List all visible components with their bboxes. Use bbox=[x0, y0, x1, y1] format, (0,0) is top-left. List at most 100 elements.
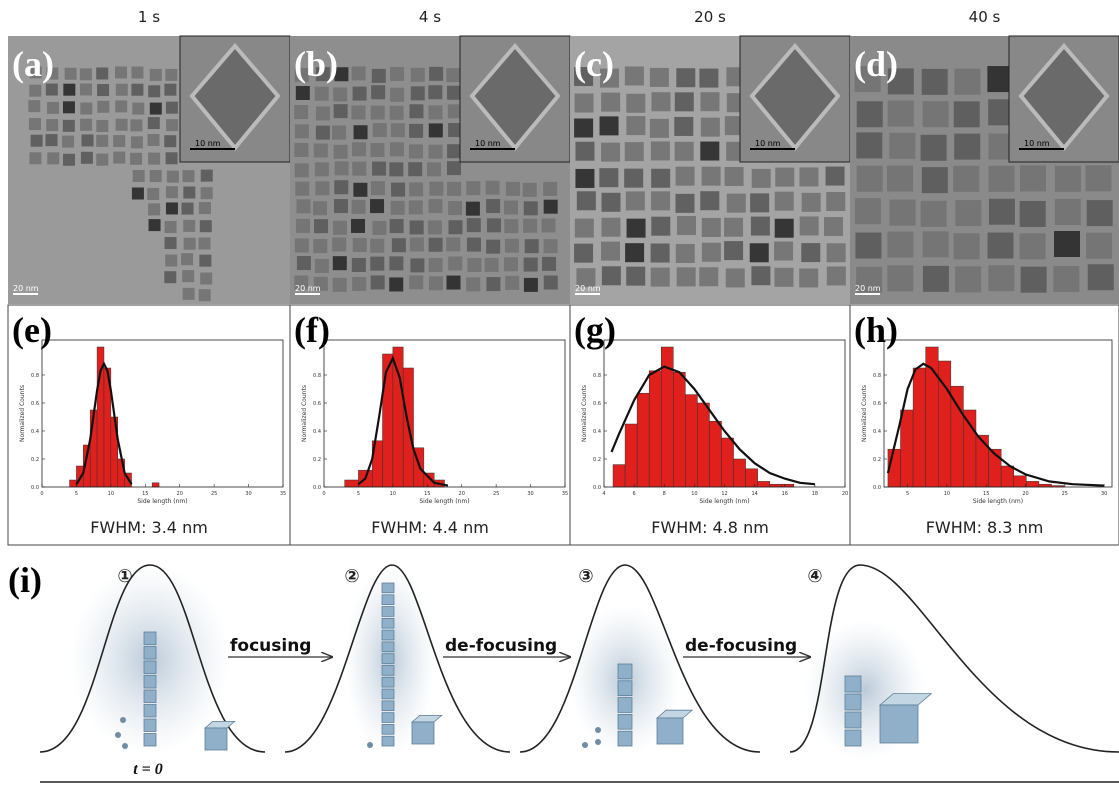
cube-face bbox=[411, 721, 435, 745]
nanocube bbox=[887, 265, 914, 292]
nanocube bbox=[181, 253, 194, 266]
nanocube bbox=[80, 118, 93, 131]
nanocube bbox=[724, 166, 744, 186]
nanocube bbox=[130, 152, 143, 165]
nanocube bbox=[574, 67, 594, 87]
nanocube bbox=[428, 237, 443, 252]
nanocube bbox=[576, 191, 596, 211]
nanocube bbox=[183, 219, 196, 232]
nanocube bbox=[410, 86, 425, 101]
bar bbox=[1013, 475, 1027, 488]
x-tick-label: 25 bbox=[211, 491, 217, 497]
nanocube bbox=[699, 68, 719, 88]
nanocube bbox=[351, 199, 366, 214]
nanocube bbox=[351, 66, 366, 81]
nanocube bbox=[625, 191, 645, 211]
nanocube bbox=[409, 275, 424, 290]
nanocube bbox=[198, 237, 211, 250]
nanocube bbox=[701, 217, 721, 237]
x-tick-label: 8 bbox=[663, 491, 666, 497]
nanocube bbox=[955, 200, 982, 227]
x-axis-label: Side length (nm) bbox=[699, 498, 749, 505]
nanocube bbox=[131, 83, 144, 96]
nanocube bbox=[429, 66, 444, 81]
nanocube bbox=[1054, 198, 1081, 225]
nanocube bbox=[313, 201, 328, 216]
nanocube bbox=[131, 66, 144, 79]
nanocube bbox=[651, 216, 671, 236]
nanocube bbox=[371, 68, 386, 83]
nanocube bbox=[448, 201, 463, 216]
nanocube bbox=[30, 134, 43, 147]
nanocube bbox=[446, 161, 461, 176]
nanocube bbox=[448, 123, 463, 138]
nanocube bbox=[148, 219, 161, 232]
nanocube bbox=[410, 67, 425, 82]
nanocube bbox=[97, 100, 110, 113]
nanocube bbox=[774, 191, 794, 211]
bar bbox=[392, 346, 404, 488]
scale-label: 20 nm bbox=[295, 284, 321, 293]
nanocube bbox=[183, 237, 196, 250]
nanocube bbox=[200, 169, 213, 182]
nanocube bbox=[953, 233, 980, 260]
nanocube bbox=[485, 180, 500, 195]
nanocube bbox=[165, 101, 178, 114]
nanocube bbox=[600, 68, 620, 88]
fit-curve bbox=[75, 361, 133, 485]
nanocube bbox=[428, 144, 443, 159]
nanocube bbox=[751, 266, 771, 286]
nanocube bbox=[543, 199, 558, 214]
y-tick-label: 0.6 bbox=[873, 401, 881, 407]
bar bbox=[769, 483, 782, 488]
nanocube bbox=[599, 168, 619, 188]
x-tick-label: 14 bbox=[751, 491, 757, 497]
nanocube bbox=[96, 153, 109, 166]
bar bbox=[382, 353, 394, 488]
nanocube bbox=[296, 199, 311, 214]
x-tick-label: 0 bbox=[40, 491, 43, 497]
nanocube bbox=[987, 232, 1014, 259]
time-label: 1 s bbox=[138, 8, 160, 26]
nanocube bbox=[372, 123, 387, 138]
nanocube bbox=[165, 68, 178, 81]
nanocube bbox=[856, 266, 883, 293]
nanocube bbox=[315, 181, 330, 196]
nanocube bbox=[504, 219, 519, 234]
nanocube bbox=[700, 191, 720, 211]
nanocube bbox=[799, 167, 819, 187]
stage-number: ② bbox=[344, 566, 359, 587]
cube-face bbox=[381, 594, 395, 605]
nanocube bbox=[294, 275, 309, 290]
nanocube bbox=[148, 152, 161, 165]
nanocube bbox=[47, 152, 60, 165]
nanocube bbox=[887, 100, 914, 127]
nanocube bbox=[856, 165, 883, 192]
nucleus bbox=[120, 717, 126, 723]
nanocube bbox=[164, 83, 177, 96]
nanocube bbox=[601, 92, 621, 112]
x-tick-label: 20 bbox=[177, 491, 183, 497]
nanocube bbox=[409, 220, 424, 235]
bar bbox=[745, 468, 758, 488]
nucleus bbox=[595, 739, 601, 745]
y-axis-label: Normalized Counts bbox=[19, 385, 26, 442]
bar bbox=[900, 409, 914, 488]
nanocube bbox=[701, 166, 721, 186]
y-tick-label: 0.8 bbox=[873, 373, 881, 379]
nanocube bbox=[484, 257, 499, 272]
nanocube bbox=[601, 192, 621, 212]
nanocube bbox=[149, 102, 162, 115]
nanocube bbox=[650, 243, 670, 263]
nanocube bbox=[801, 192, 821, 212]
nanocube bbox=[47, 101, 60, 114]
bar bbox=[781, 483, 795, 488]
x-tick-label: 16 bbox=[782, 491, 788, 497]
x-tick-label: 4 bbox=[602, 491, 605, 497]
nanocube bbox=[749, 243, 769, 263]
nanocube bbox=[332, 125, 347, 140]
nanocube bbox=[522, 182, 537, 197]
nanocube bbox=[333, 104, 348, 119]
inset-scale-label: 10 nm bbox=[195, 139, 221, 148]
